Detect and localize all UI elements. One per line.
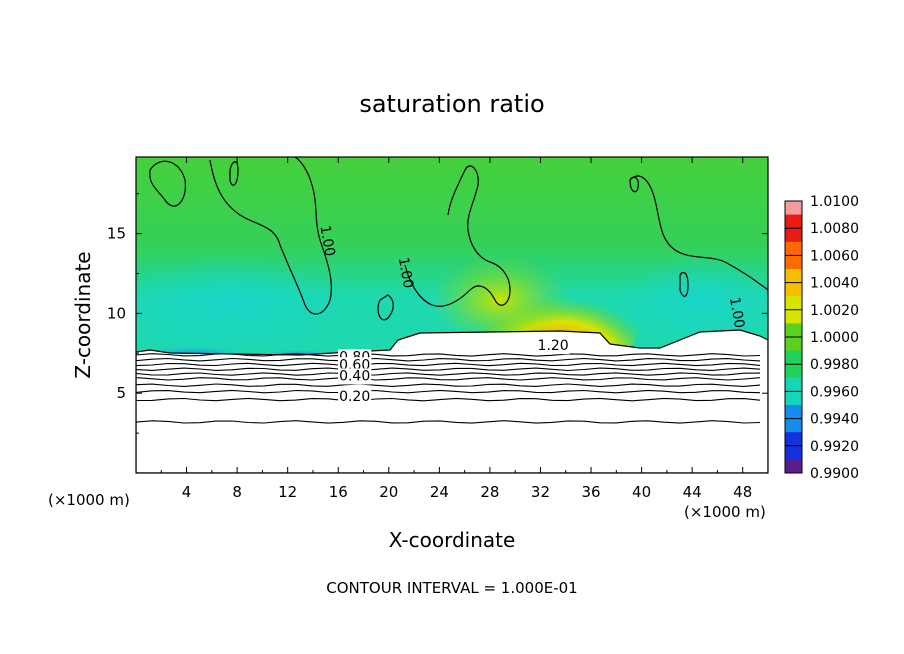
colorbar-swatch	[785, 364, 802, 379]
x-tick-label: 48	[733, 483, 752, 501]
colorbar-swatch	[785, 418, 802, 433]
y-tick-label: 5	[116, 384, 126, 402]
x-axis: 4 8 12 16 20 24 28 32 36 40 44 48 (×1000…	[48, 157, 766, 552]
contour-level-line	[136, 353, 761, 357]
x-tick-label: 44	[683, 483, 702, 501]
cyan-region-left	[136, 255, 350, 355]
colorbar: 1.0100 1.0080 1.0060 1.0040 1.0020 1.000…	[784, 194, 859, 482]
colorbar-label: 1.0060	[810, 248, 859, 264]
contour-level-line	[136, 367, 761, 372]
colorbar-swatch	[785, 214, 802, 229]
contour-label-bg	[536, 338, 570, 355]
colorbar-swatch	[785, 269, 802, 284]
x-unit-left: (×1000 m)	[48, 491, 130, 509]
plot-area: 1.00 1.00 1.00 1.20 0.80 0.60 0.40 0.20	[136, 157, 768, 473]
x-tick-label: 40	[632, 483, 651, 501]
contour-1-00-right	[629, 175, 768, 291]
level-lines	[136, 353, 761, 424]
y-tick-label: 10	[107, 304, 126, 322]
contour-1-00-center	[404, 165, 511, 307]
contour-level-line	[136, 389, 761, 394]
x-tick-label: 12	[278, 483, 297, 501]
x-axis-label: X-coordinate	[389, 528, 516, 552]
contour-label: 1.00	[395, 256, 416, 289]
colorbar-swatch	[785, 432, 802, 447]
x-tick-label: 28	[480, 483, 499, 501]
contour-1-00-mid	[377, 294, 394, 321]
contour-interval-note: CONTOUR INTERVAL = 1.000E-01	[326, 579, 577, 597]
colorbar-swatch	[785, 445, 802, 460]
x-tick-label: 8	[232, 483, 242, 501]
contour-level-line	[136, 357, 761, 362]
colorbar-label: 1.0080	[810, 221, 859, 237]
contour-level-line	[136, 377, 761, 381]
contour-label-group: 1.00 1.00 1.00 1.20 0.80 0.60 0.40 0.20	[316, 224, 747, 406]
contour-lines	[149, 157, 768, 321]
colorbar-swatch	[785, 228, 802, 243]
colorbar-swatch	[785, 323, 802, 338]
chart-title: saturation ratio	[359, 90, 544, 118]
colorbar-label: 0.9920	[810, 439, 859, 455]
x-tick-label: 4	[182, 483, 192, 501]
yellow-region	[430, 255, 570, 345]
colorbar-swatch	[785, 309, 802, 324]
contour-label-bg	[338, 368, 372, 385]
colorbar-swatch	[785, 282, 802, 297]
contour-label-bg	[338, 389, 372, 406]
colorbar-swatch	[785, 405, 802, 420]
contour-1-00-loop2	[679, 271, 689, 297]
x-ticks	[160, 157, 744, 473]
colorbar-swatch	[785, 459, 802, 474]
contour-1-00-loop	[229, 161, 239, 186]
contour-label: 1.00	[316, 224, 337, 257]
colorbar-frame	[784, 200, 803, 474]
contour-label: 1.20	[538, 338, 569, 354]
colorbar-label: 0.9900	[810, 466, 859, 482]
colorbar-label: 0.9940	[810, 412, 859, 428]
y-ticks	[136, 193, 768, 434]
colorbar-swatch	[785, 201, 802, 216]
colorbar-swatch	[785, 296, 802, 311]
x-unit-right: (×1000 m)	[684, 503, 766, 521]
contour-level-line	[136, 397, 761, 402]
plot-frame	[135, 156, 769, 474]
y-axis: 5 10 15 Z-coordinate	[71, 193, 768, 434]
contour-level-line	[136, 383, 761, 387]
contour-label: 0.20	[339, 389, 370, 405]
contour-1-00-loop3	[629, 176, 639, 193]
colorbar-swatch	[785, 241, 802, 256]
colorbar-label: 0.9980	[810, 357, 859, 373]
colorbar-label: 1.0020	[810, 303, 859, 319]
x-tick-label: 24	[430, 483, 449, 501]
colorbar-swatch	[785, 377, 802, 392]
cloud-region-white	[136, 329, 768, 473]
colorbar-label: 1.0100	[810, 194, 859, 210]
contour-level-line	[136, 372, 761, 376]
colorbar-swatch	[785, 391, 802, 406]
x-tick-label: 16	[329, 483, 348, 501]
colorbar-label: 1.0040	[810, 276, 859, 292]
contour-1-00-main-left	[209, 157, 332, 315]
x-tick-label: 32	[531, 483, 550, 501]
x-tick-label: 36	[581, 483, 600, 501]
y-axis-label: Z-coordinate	[71, 251, 95, 378]
contour-1-00-left	[149, 160, 187, 207]
colorbar-swatch	[785, 337, 802, 352]
colorbar-label: 1.0000	[810, 330, 859, 346]
colorbar-swatch	[785, 350, 802, 365]
contour-level-line	[136, 362, 761, 367]
contour-level-line	[136, 420, 761, 424]
x-tick-label: 20	[379, 483, 398, 501]
colorbar-swatches	[785, 200, 802, 474]
cyan-region-right	[620, 255, 768, 345]
colorbar-label: 0.9960	[810, 384, 859, 400]
colorbar-swatch	[785, 255, 802, 270]
contour-label: 0.40	[339, 368, 370, 384]
y-tick-label: 15	[107, 225, 126, 243]
contour-label: 1.00	[726, 296, 747, 329]
